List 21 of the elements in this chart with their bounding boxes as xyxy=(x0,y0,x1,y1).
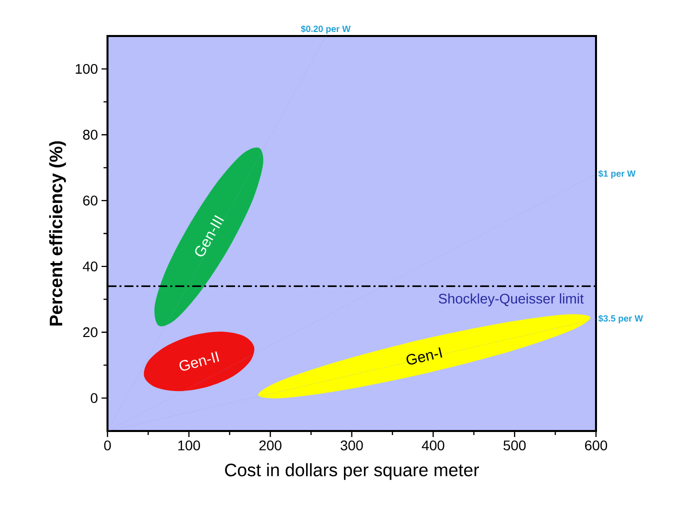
x-tick-label: 500 xyxy=(504,440,526,450)
series-label: $3.5 per W xyxy=(598,314,644,324)
series-label: Gen-I xyxy=(406,347,442,365)
y-tick-label: 40 xyxy=(82,261,98,272)
series-label: $0.20 per W xyxy=(300,25,351,34)
x-tick-label: 600 xyxy=(585,440,608,450)
y-tick-label: 60 xyxy=(83,196,98,206)
y-tick-label: 100 xyxy=(76,64,98,74)
x-tick-label: 100 xyxy=(178,440,200,450)
y-tick-label: 20 xyxy=(83,327,98,338)
series-label: Gen-II xyxy=(179,351,220,371)
series-label: $1 per W xyxy=(598,170,636,179)
y-tick-label: 0 xyxy=(90,393,98,404)
x-tick-label: 0 xyxy=(104,440,111,450)
ref-line-label: Shockley-Queisser limit xyxy=(438,293,584,306)
x-tick-label: 300 xyxy=(340,440,363,450)
x-tick-label: 400 xyxy=(422,440,444,450)
x-axis-title: Cost in dollars per square meter xyxy=(225,463,479,480)
x-tick-label: 200 xyxy=(259,440,282,450)
y-axis-title: Percent efficiency (%) xyxy=(49,141,66,326)
y-tick-label: 80 xyxy=(83,130,98,140)
